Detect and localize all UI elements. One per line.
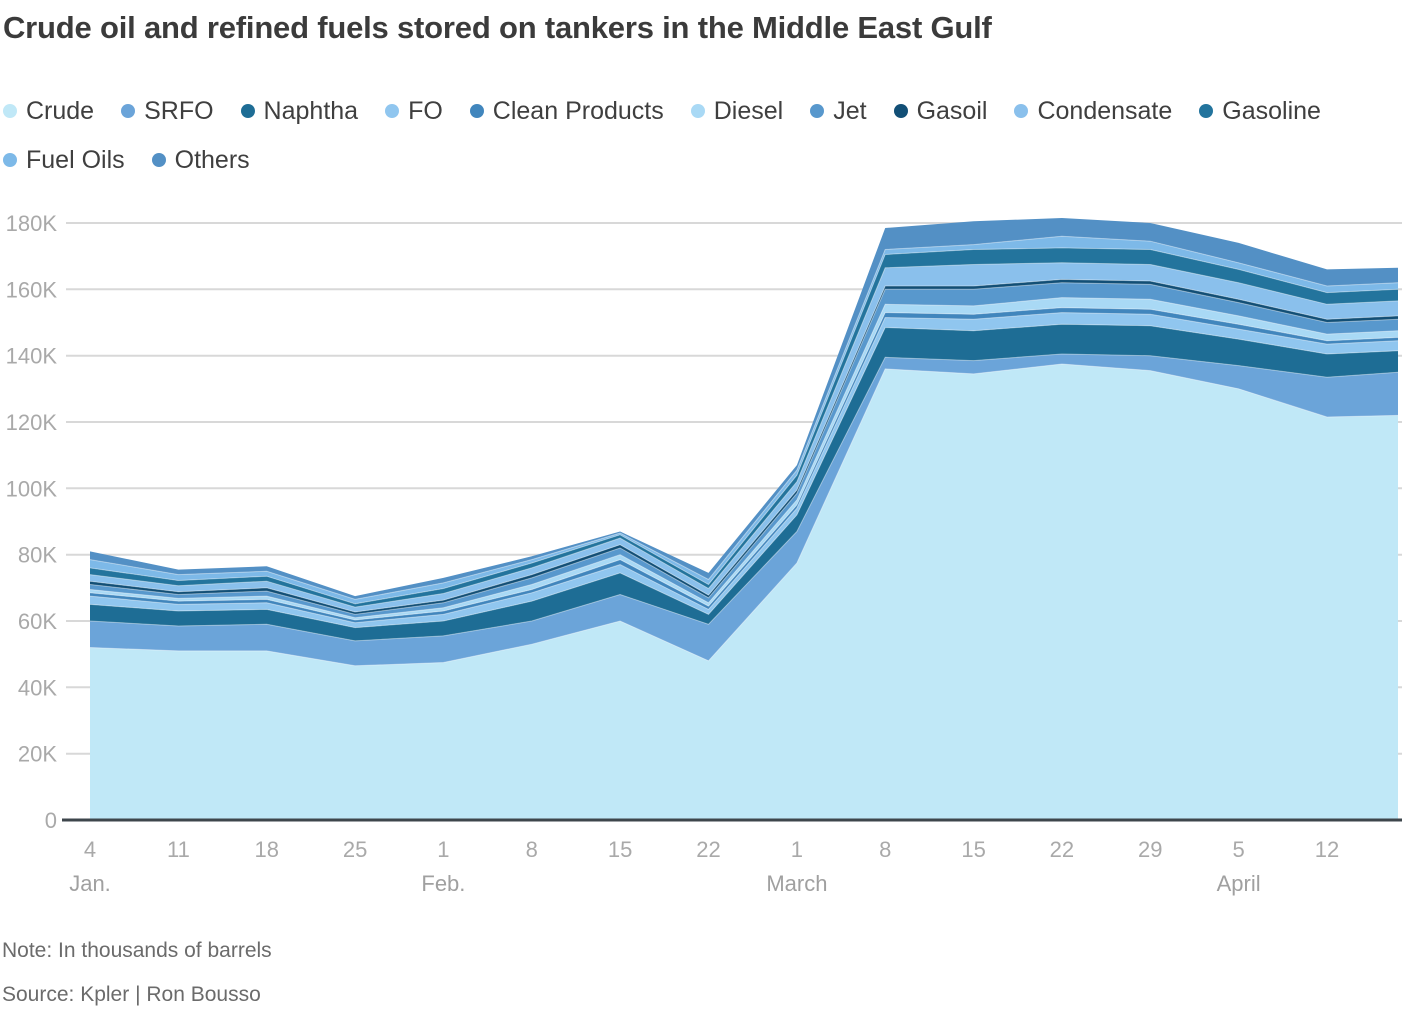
area-gasoline — [90, 247, 1398, 608]
band-edge-jet — [89, 282, 1399, 615]
legend-dot-crude — [3, 104, 17, 118]
legend-label: Crude — [26, 97, 95, 125]
y-tick-label: 40K — [18, 675, 57, 700]
legend-item-condensate: Condensate — [1014, 95, 1172, 127]
y-tick-label: 60K — [18, 609, 57, 634]
y-tick-label: 20K — [18, 742, 57, 767]
y-tick-label: 80K — [18, 543, 57, 568]
y-tick-label: 0 — [45, 808, 57, 833]
legend-dot-condensate — [1014, 104, 1029, 118]
legend-label: Others — [174, 146, 250, 174]
legend-item-jet: Jet — [810, 95, 867, 127]
legend: Crude SRFO Naphtha FO Clean Products Diesel Je… — [3, 95, 1415, 176]
band-edge-crude — [89, 363, 1399, 667]
legend-dot-srfo — [121, 104, 136, 118]
area-crude — [90, 364, 1398, 820]
legend-item-crude: Crude — [3, 95, 94, 127]
source-text: Source: Kpler | Ron Bousso — [2, 983, 261, 1006]
legend-dot-gasoil — [893, 104, 908, 118]
x-tick-label: 15 — [608, 837, 632, 862]
legend-item-others: Others — [151, 144, 250, 176]
x-tick-label: 1 — [437, 837, 449, 862]
legend-label: Diesel — [713, 97, 784, 125]
x-tick-label: 25 — [343, 837, 367, 862]
legend-item-fo: FO — [385, 95, 443, 127]
legend-label: Fuel Oils — [26, 146, 125, 174]
area-srfo — [90, 354, 1398, 666]
legend-dot-naphtha — [240, 104, 255, 118]
x-tick-label: 11 — [167, 837, 190, 862]
chart-title: Crude oil and refined fuels stored on ta… — [3, 10, 992, 45]
legend-dot-clean-products — [469, 104, 484, 118]
x-tick-label: 29 — [1138, 837, 1162, 862]
legend-label: Condensate — [1037, 97, 1173, 125]
legend-item-clean-products: Clean Products — [469, 95, 664, 127]
legend-label: Clean Products — [492, 97, 664, 125]
area-others — [90, 218, 1398, 600]
band-edge-naphtha — [89, 323, 1399, 629]
legend-dot-fo — [385, 104, 400, 118]
legend-item-naphtha: Naphtha — [240, 95, 359, 127]
y-tick-label: 140K — [6, 344, 58, 369]
x-tick-label: 5 — [1232, 837, 1244, 862]
legend-item-fuel-oils: Fuel Oils — [3, 144, 125, 176]
legend-label: FO — [408, 97, 443, 125]
x-tick-label: 12 — [1315, 837, 1339, 862]
month-labels: Jan. Feb. March April — [69, 871, 1260, 896]
area-condensate — [90, 262, 1398, 612]
legend-label: Gasoline — [1222, 97, 1321, 125]
legend-item-gasoline: Gasoline — [1199, 95, 1321, 127]
legend-item-gasoil: Gasoil — [893, 95, 988, 127]
legend-label: SRFO — [144, 97, 214, 125]
legend-dot-jet — [810, 104, 825, 118]
y-tick-label: 120K — [6, 410, 58, 435]
legend-dot-others — [151, 153, 166, 167]
y-tick-label: 160K — [6, 277, 58, 302]
band-edges — [89, 235, 1399, 667]
band-edge-gasoline — [89, 247, 1399, 605]
month-label-march: March — [766, 871, 827, 896]
band-edge-condensate — [89, 262, 1399, 608]
x-tick-label: 1 — [791, 837, 803, 862]
band-edge-clean-products — [89, 307, 1399, 621]
legend-dot-diesel — [690, 104, 705, 118]
legend-label: Naphtha — [263, 97, 359, 125]
band-edge-gasoil — [89, 278, 1399, 613]
month-label-feb-: Feb. — [421, 871, 465, 896]
note-text: Note: In thousands of barrels — [2, 939, 272, 962]
y-tick-label: 180K — [6, 211, 58, 236]
y-axis-labels: 180K 160K 140K 120K 100K 80K 60K 40K 20K 0 — [6, 211, 58, 833]
month-label-april: April — [1217, 871, 1261, 896]
x-tick-label: 18 — [254, 837, 278, 862]
legend-item-diesel: Diesel — [690, 95, 784, 127]
band-edge-fo — [89, 312, 1399, 624]
band-edge-diesel — [89, 297, 1399, 619]
x-tick-label: 8 — [879, 837, 891, 862]
areas — [90, 218, 1398, 820]
x-tick-label: 4 — [84, 837, 96, 862]
y-tick-label: 100K — [6, 476, 58, 501]
legend-label: Gasoil — [916, 97, 988, 125]
x-tick-label: 8 — [526, 837, 538, 862]
x-axis-labels: 4 11 18 25 1 8 15 22 1 8 15 22 29 5 12 — [84, 837, 1339, 862]
band-edge-srfo — [89, 353, 1399, 642]
band-edge-fuel-oils — [89, 235, 1399, 600]
legend-label: Jet — [833, 97, 867, 125]
month-label-jan-: Jan. — [69, 871, 111, 896]
legend-dot-gasoline — [1199, 104, 1214, 118]
legend-dot-fuel-oils — [3, 153, 17, 167]
x-tick-label: 15 — [961, 837, 985, 862]
x-tick-label: 22 — [696, 837, 720, 862]
area-fuel-oils — [90, 236, 1398, 604]
x-tick-label: 22 — [1050, 837, 1074, 862]
legend-item-srfo: SRFO — [121, 95, 214, 127]
area-jet — [90, 282, 1398, 618]
area-naphtha — [90, 324, 1398, 641]
